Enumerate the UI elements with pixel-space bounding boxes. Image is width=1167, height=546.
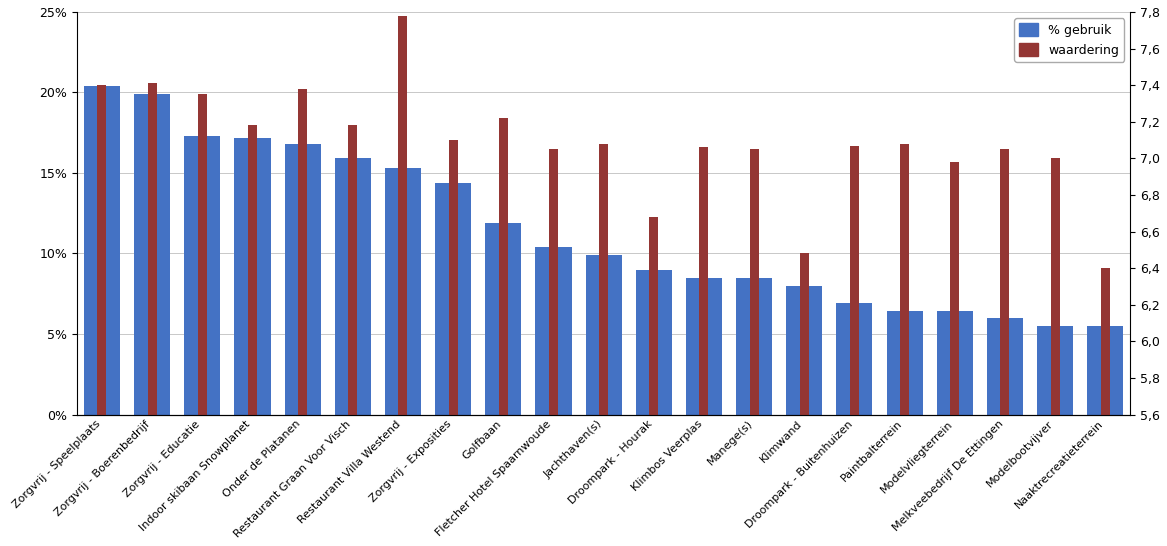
Bar — [937, 311, 973, 414]
Bar — [147, 84, 156, 414]
Bar — [649, 217, 658, 414]
Bar — [736, 277, 773, 414]
Bar — [536, 247, 572, 414]
Bar — [900, 144, 909, 414]
Bar — [850, 146, 859, 414]
Bar — [84, 86, 120, 414]
Bar — [837, 304, 873, 414]
Bar — [586, 255, 622, 414]
Bar — [134, 94, 170, 414]
Bar — [987, 318, 1023, 414]
Bar — [498, 118, 508, 414]
Bar — [1088, 326, 1124, 414]
Bar — [799, 253, 809, 414]
Bar — [385, 168, 421, 414]
Bar — [435, 182, 471, 414]
Bar — [887, 311, 923, 414]
Bar — [548, 149, 558, 414]
Bar — [485, 223, 522, 414]
Bar — [749, 149, 759, 414]
Bar — [335, 158, 371, 414]
Bar — [636, 270, 672, 414]
Bar — [1050, 158, 1060, 414]
Bar — [686, 277, 722, 414]
Legend: % gebruik, waardering: % gebruik, waardering — [1014, 18, 1124, 62]
Bar — [1037, 326, 1074, 414]
Bar — [184, 136, 221, 414]
Bar — [247, 126, 257, 414]
Bar — [599, 144, 608, 414]
Bar — [197, 94, 207, 414]
Bar — [1100, 268, 1110, 414]
Bar — [398, 16, 407, 414]
Bar — [448, 140, 457, 414]
Bar — [1000, 149, 1009, 414]
Bar — [787, 286, 823, 414]
Bar — [235, 138, 271, 414]
Bar — [950, 162, 959, 414]
Bar — [298, 89, 307, 414]
Bar — [348, 126, 357, 414]
Bar — [98, 85, 106, 414]
Bar — [285, 144, 321, 414]
Bar — [699, 147, 708, 414]
